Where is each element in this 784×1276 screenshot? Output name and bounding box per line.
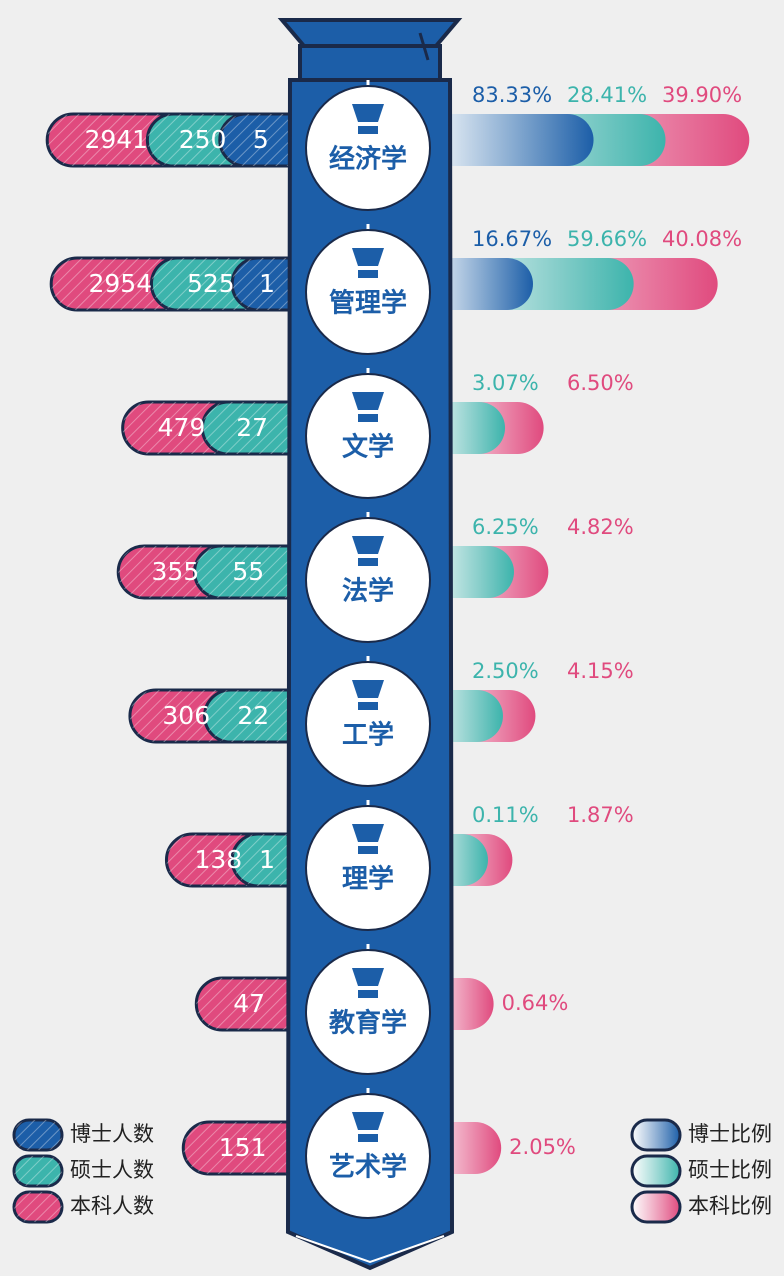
ratio-bars: 83.33% 28.41% 39.90% 16.67% 59.66% 40.08% 3.07… — [420, 83, 750, 1174]
category-label: 理学 — [342, 864, 394, 895]
badge — [305, 373, 431, 499]
count-label: 525 — [187, 269, 235, 298]
legend-label: 硕士比例 — [688, 1158, 772, 1182]
category-label: 经济学 — [329, 144, 407, 175]
badge-icon — [352, 968, 384, 998]
cap-top — [277, 18, 463, 48]
ratio-label: 39.90% — [662, 83, 742, 107]
ratio-label: 0.64% — [502, 991, 569, 1015]
category-label: 管理学 — [329, 288, 407, 319]
ratio-label: 28.41% — [567, 83, 647, 107]
badge-icon — [352, 680, 384, 710]
ratio-label: 40.08% — [662, 227, 742, 251]
ratio-label: 4.82% — [567, 515, 634, 539]
legend-label: 博士比例 — [688, 1122, 772, 1146]
category-label: 艺术学 — [329, 1152, 407, 1183]
count-label: 1 — [259, 845, 275, 874]
legend-label: 硕士人数 — [70, 1158, 154, 1182]
count-label: 138 — [194, 845, 242, 874]
cap-tassel — [418, 32, 430, 61]
badge-icon — [352, 1112, 384, 1142]
badge-icon — [352, 248, 384, 278]
badge — [305, 229, 431, 355]
badge — [305, 949, 431, 1075]
count-label: 306 — [162, 701, 210, 730]
badge-icon — [352, 104, 384, 134]
cap-band — [298, 44, 442, 82]
legend-hatch — [14, 1120, 62, 1150]
ratio-label: 4.15% — [567, 659, 634, 683]
count-label: 1 — [259, 269, 275, 298]
count-label: 151 — [219, 1133, 267, 1162]
ratio-label: 16.67% — [472, 227, 552, 251]
badge-icon — [352, 392, 384, 422]
ratio-label: 2.50% — [472, 659, 539, 683]
legend-swatch — [630, 1190, 682, 1224]
count-label: 250 — [179, 125, 227, 154]
badge — [305, 85, 431, 211]
book-pages — [295, 1235, 445, 1264]
category-label: 法学 — [342, 576, 394, 607]
ratio-label: 0.11% — [472, 803, 539, 827]
legend-hatch — [14, 1156, 62, 1186]
count-label: 22 — [237, 701, 269, 730]
ratio-label: 83.33% — [472, 83, 552, 107]
count-label: 55 — [232, 557, 264, 586]
count-label: 2941 — [84, 125, 148, 154]
legend-swatch — [630, 1154, 682, 1188]
legend-label: 本科比例 — [688, 1194, 772, 1218]
badge-icon — [352, 536, 384, 566]
badge-icon — [352, 824, 384, 854]
ratio-label: 59.66% — [567, 227, 647, 251]
legend-hatch — [14, 1192, 62, 1222]
count-label: 355 — [152, 557, 200, 586]
ratio-label: 2.05% — [509, 1135, 576, 1159]
ratio-bar — [420, 114, 594, 166]
count-label: 479 — [158, 413, 206, 442]
category-label: 教育学 — [329, 1008, 407, 1039]
badge — [305, 805, 431, 931]
legend-swatch — [630, 1118, 682, 1152]
category-label: 工学 — [342, 720, 394, 751]
ratio-label: 1.87% — [567, 803, 634, 827]
badge — [305, 517, 431, 643]
count-label: 47 — [233, 989, 265, 1018]
category-label: 文学 — [342, 432, 394, 463]
ratio-label: 6.25% — [472, 515, 539, 539]
badge — [305, 661, 431, 787]
count-label: 27 — [236, 413, 268, 442]
ratio-label: 3.07% — [472, 371, 539, 395]
ratio-label: 6.50% — [567, 371, 634, 395]
count-label: 5 — [253, 125, 269, 154]
legend-label: 博士人数 — [70, 1122, 154, 1146]
badge — [305, 1093, 431, 1219]
legend-label: 本科人数 — [70, 1194, 154, 1218]
count-label: 2954 — [88, 269, 152, 298]
